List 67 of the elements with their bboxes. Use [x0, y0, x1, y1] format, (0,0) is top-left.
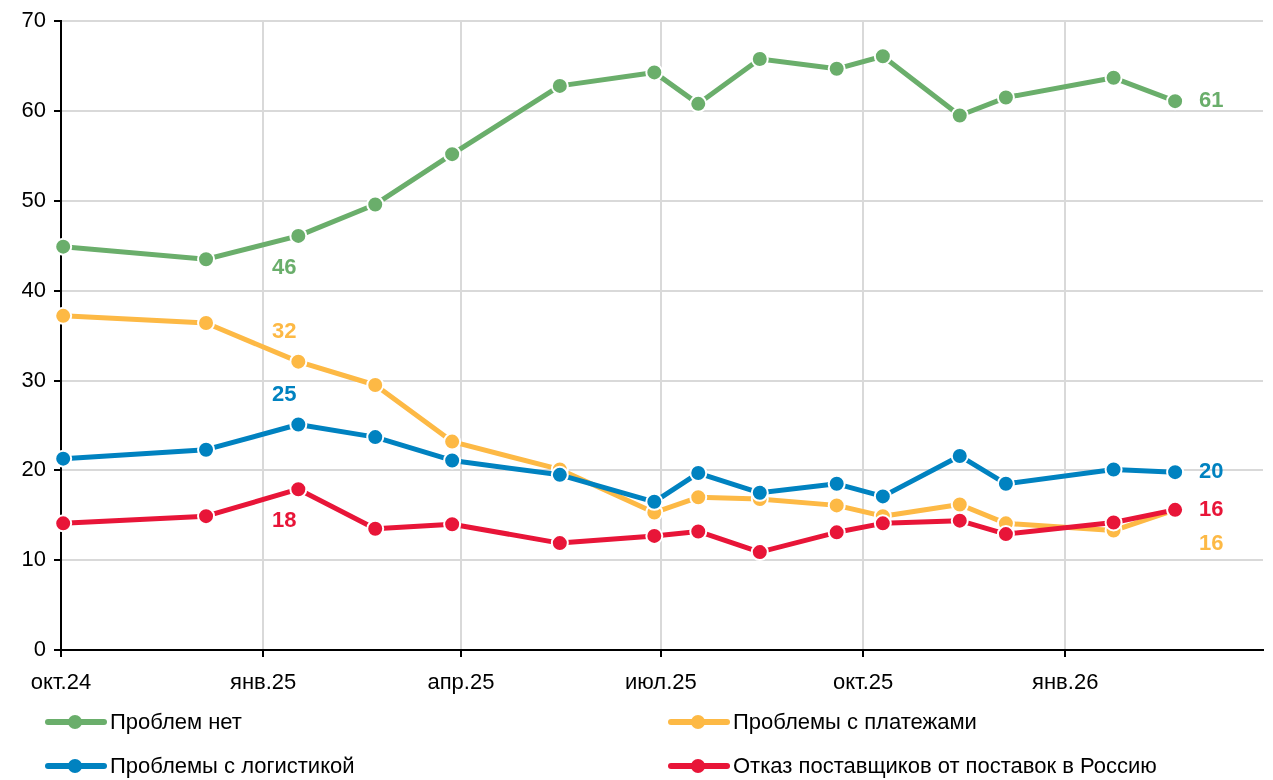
data-label: 16 [1199, 495, 1224, 521]
x-tick-label: июл.25 [625, 669, 697, 695]
point [1104, 460, 1123, 479]
point [197, 440, 216, 459]
point [1104, 68, 1123, 87]
legend-label: Проблемы с логистикой [110, 753, 355, 779]
data-label: 46 [272, 253, 297, 279]
x-tick-label: окт.25 [832, 669, 894, 695]
point [645, 63, 664, 82]
y-tick-label: 0 [33, 636, 46, 662]
data-label: 16 [1199, 529, 1224, 555]
point [197, 250, 216, 269]
point [366, 519, 385, 538]
point [689, 94, 708, 113]
legend-label: Проблем нет [110, 709, 242, 735]
y-tick-label: 60 [21, 97, 46, 123]
point [645, 492, 664, 511]
point [750, 543, 769, 562]
point [1166, 463, 1185, 482]
point [873, 47, 892, 66]
point [54, 449, 73, 468]
x-tick-label: окт.24 [30, 669, 92, 695]
point [550, 465, 569, 484]
legend-label: Отказ поставщиков от поставок в Россию [733, 753, 1157, 779]
y-tick-label: 10 [21, 546, 46, 572]
y-tick-label: 70 [21, 7, 46, 33]
point [827, 523, 846, 542]
point [289, 480, 308, 499]
point [443, 515, 462, 534]
point [827, 59, 846, 78]
point [54, 237, 73, 256]
legend-label: Проблемы с платежами [733, 709, 977, 735]
point [750, 483, 769, 502]
point [827, 496, 846, 515]
point [289, 352, 308, 371]
point [996, 474, 1015, 493]
data-label: 18 [272, 507, 297, 533]
x-tick-label: янв.26 [1032, 669, 1099, 695]
point [289, 415, 308, 434]
point [443, 432, 462, 451]
point [873, 487, 892, 506]
point [950, 511, 969, 530]
point [827, 474, 846, 493]
x-tick-label: апр.25 [427, 669, 495, 695]
point [873, 514, 892, 533]
y-tick-label: 50 [21, 186, 46, 212]
point [689, 522, 708, 541]
point [54, 514, 73, 533]
y-tick-label: 20 [21, 456, 46, 482]
point [996, 88, 1015, 107]
point [689, 488, 708, 507]
data-label: 61 [1199, 87, 1224, 113]
data-label: 32 [272, 317, 297, 343]
point [950, 106, 969, 125]
point [54, 306, 73, 325]
point [443, 145, 462, 164]
y-tick-label: 40 [21, 276, 46, 302]
point [197, 507, 216, 526]
point [1166, 92, 1185, 111]
y-tick-label: 30 [21, 366, 46, 392]
point [1104, 513, 1123, 532]
data-label: 20 [1199, 458, 1224, 484]
point [950, 495, 969, 514]
data-label: 25 [272, 380, 297, 406]
point [366, 195, 385, 214]
x-tick-label: янв.25 [229, 669, 297, 695]
point [443, 451, 462, 470]
